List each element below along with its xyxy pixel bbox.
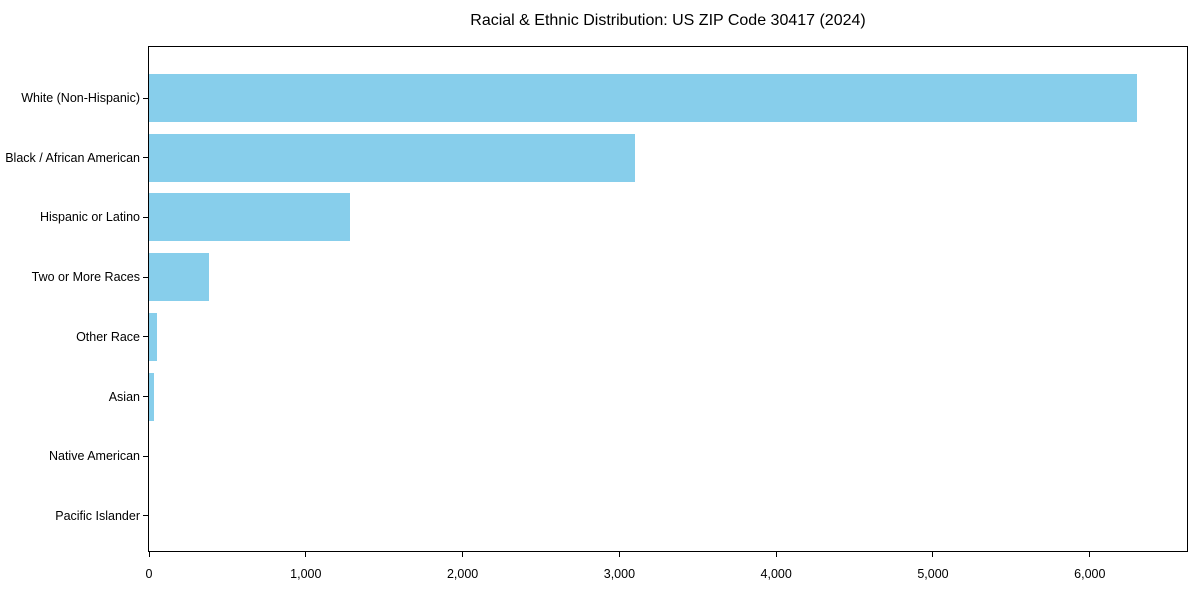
y-axis-tick: [143, 455, 148, 457]
y-axis-tick: [143, 396, 148, 398]
y-axis-tick: [143, 216, 148, 218]
x-tick-label: 5,000: [917, 567, 949, 581]
bar-other-race: [149, 312, 157, 361]
bar-hispanic-or-latino: [149, 193, 350, 242]
bar-asian: [149, 372, 154, 421]
chart-title: Racial & Ethnic Distribution: US ZIP Cod…: [470, 12, 866, 29]
y-axis-tick: [143, 336, 148, 338]
category-label-two-or-more-races: Two or More Races: [31, 270, 140, 285]
x-tick-label: 1,000: [290, 567, 322, 581]
bar-black-african-american: [149, 133, 635, 182]
category-label-hispanic-or-latino: Hispanic or Latino: [39, 210, 140, 225]
category-label-black-african-american: Black / African American: [5, 150, 140, 165]
x-axis-tick: [932, 552, 934, 557]
x-tick-label: 3,000: [603, 567, 636, 581]
plot-area: White (Non-Hispanic) Black / African Amer…: [5, 46, 1188, 581]
x-tick-label: 0: [145, 567, 153, 581]
x-axis-tick: [775, 552, 777, 557]
x-tick-label: 6,000: [1074, 567, 1106, 581]
y-axis-tick: [143, 515, 148, 517]
y-axis-tick: [143, 97, 148, 99]
y-axis-tick: [143, 157, 148, 159]
bar-two-or-more-races: [149, 253, 209, 302]
category-label-pacific-islander: Pacific Islander: [55, 508, 140, 523]
y-axis-tick: [143, 276, 148, 278]
x-axis-tick: [462, 552, 464, 557]
category-label-native-american: Native American: [48, 449, 140, 464]
category-label-other-race: Other Race: [76, 329, 140, 344]
x-axis-tick: [305, 552, 307, 557]
x-tick-label: 2,000: [446, 567, 479, 581]
x-tick-label: 4,000: [760, 567, 792, 581]
x-axis-tick: [1089, 552, 1091, 557]
x-axis-tick: [148, 552, 150, 557]
x-axis-tick: [618, 552, 620, 557]
bar-white-non-hispanic: [149, 74, 1137, 122]
category-label-asian: Asian: [108, 389, 140, 404]
category-label-white-non-hispanic: White (Non-Hispanic): [21, 91, 140, 105]
